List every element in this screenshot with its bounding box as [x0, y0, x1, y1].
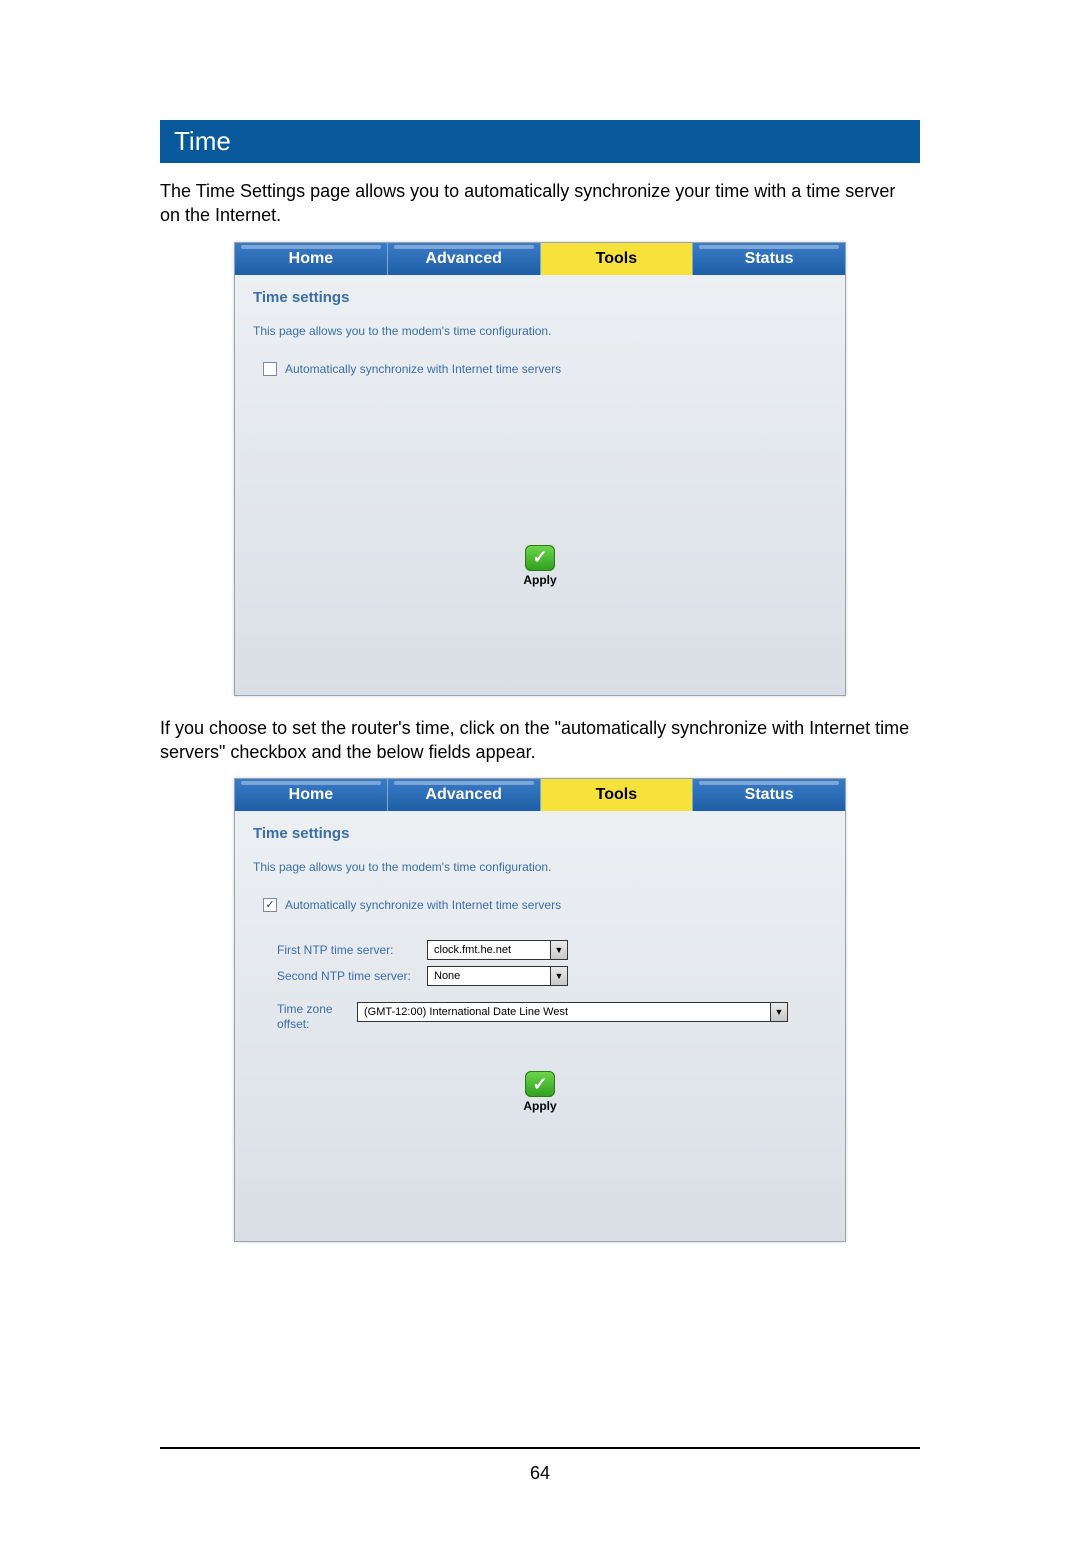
auto-sync-row: Automatically synchronize with Internet …: [263, 362, 827, 376]
checkmark-icon: ✓: [525, 545, 555, 571]
panel-description: This page allows you to the modem's time…: [253, 324, 827, 338]
auto-sync-checkbox[interactable]: ✓: [263, 898, 277, 912]
mid-paragraph: If you choose to set the router's time, …: [160, 716, 920, 765]
panel-body: Time settings This page allows you to th…: [235, 275, 845, 695]
tab-bar: Home Advanced Tools Status: [235, 779, 845, 811]
ntp1-value: clock.fmt.he.net: [428, 941, 550, 959]
document-page: Time The Time Settings page allows you t…: [0, 0, 1080, 1564]
time-settings-panel-checked: Home Advanced Tools Status Time settings…: [234, 778, 846, 1242]
auto-sync-label: Automatically synchronize with Internet …: [285, 362, 561, 376]
timezone-value: (GMT-12:00) International Date Line West: [358, 1003, 770, 1021]
tab-bar: Home Advanced Tools Status: [235, 243, 845, 275]
ntp1-label: First NTP time server:: [277, 943, 427, 957]
apply-label: Apply: [523, 573, 556, 587]
tab-status[interactable]: Status: [693, 779, 845, 811]
ntp1-select[interactable]: clock.fmt.he.net ▼: [427, 940, 568, 960]
timezone-row: Time zone offset: (GMT-12:00) Internatio…: [277, 1002, 827, 1031]
time-settings-panel-unchecked: Home Advanced Tools Status Time settings…: [234, 242, 846, 696]
section-title: Time: [174, 126, 231, 156]
page-footer: 64: [160, 1447, 920, 1484]
tab-label: Tools: [596, 250, 637, 267]
timezone-select[interactable]: (GMT-12:00) International Date Line West…: [357, 1002, 788, 1022]
checkmark-icon: ✓: [525, 1071, 555, 1097]
apply-button[interactable]: ✓ Apply: [523, 545, 556, 587]
panel-title: Time settings: [253, 825, 827, 842]
tab-home[interactable]: Home: [235, 779, 388, 811]
tab-status[interactable]: Status: [693, 243, 845, 275]
chevron-down-icon: ▼: [550, 967, 567, 985]
chevron-down-icon: ▼: [550, 941, 567, 959]
tab-label: Home: [289, 250, 333, 267]
auto-sync-row: ✓ Automatically synchronize with Interne…: [263, 898, 827, 912]
page-number: 64: [530, 1463, 550, 1483]
panel-body: Time settings This page allows you to th…: [235, 811, 845, 1241]
tab-tools[interactable]: Tools: [541, 779, 694, 811]
apply-label: Apply: [523, 1099, 556, 1113]
chevron-down-icon: ▼: [770, 1003, 787, 1021]
tab-label: Tools: [596, 786, 637, 803]
timezone-label: Time zone offset:: [277, 1002, 347, 1031]
tab-home[interactable]: Home: [235, 243, 388, 275]
tab-advanced[interactable]: Advanced: [388, 243, 541, 275]
apply-button-wrap: ✓ Apply: [235, 1071, 845, 1113]
ntp2-select[interactable]: None ▼: [427, 966, 568, 986]
tab-label: Status: [745, 786, 794, 803]
auto-sync-checkbox[interactable]: [263, 362, 277, 376]
tab-advanced[interactable]: Advanced: [388, 779, 541, 811]
tab-tools[interactable]: Tools: [541, 243, 694, 275]
auto-sync-label: Automatically synchronize with Internet …: [285, 898, 561, 912]
panel-title: Time settings: [253, 289, 827, 306]
apply-button-wrap: ✓ Apply: [235, 545, 845, 587]
apply-button[interactable]: ✓ Apply: [523, 1071, 556, 1113]
tab-label: Advanced: [425, 786, 501, 803]
tab-label: Home: [289, 786, 333, 803]
ntp2-row: Second NTP time server: None ▼: [277, 966, 827, 986]
panel-description: This page allows you to the modem's time…: [253, 860, 827, 874]
tab-label: Status: [745, 250, 794, 267]
ntp1-row: First NTP time server: clock.fmt.he.net …: [277, 940, 827, 960]
tab-label: Advanced: [425, 250, 501, 267]
intro-paragraph: The Time Settings page allows you to aut…: [160, 179, 920, 228]
ntp2-value: None: [428, 967, 550, 985]
section-header: Time: [160, 120, 920, 163]
ntp2-label: Second NTP time server:: [277, 969, 427, 983]
